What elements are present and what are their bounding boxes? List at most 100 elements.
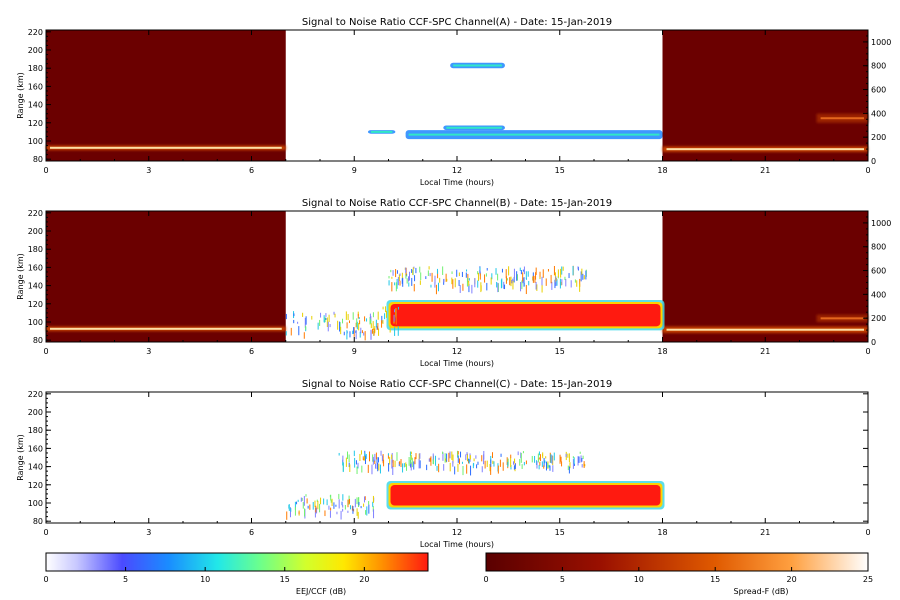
y-tick-label: 160 bbox=[28, 263, 43, 272]
spread-f-region bbox=[662, 30, 868, 161]
eej-scatter-mark bbox=[328, 505, 330, 510]
eej-scatter-mark bbox=[326, 499, 328, 506]
eej-scatter-mark bbox=[305, 325, 307, 330]
right-y-tick-label: 800 bbox=[871, 62, 886, 71]
eej-scatter-mark bbox=[398, 274, 400, 282]
eej-scatter-mark bbox=[449, 462, 451, 472]
eej-scatter-mark bbox=[500, 279, 502, 289]
eej-scatter-mark bbox=[523, 277, 525, 287]
eej-scatter-mark bbox=[357, 511, 359, 519]
x-tick-label: 15 bbox=[555, 166, 565, 175]
eej-scatter-mark bbox=[465, 272, 467, 278]
eej-scatter-mark bbox=[372, 456, 374, 465]
colorbar-tick-label: 25 bbox=[863, 575, 873, 584]
eej-scatter-mark bbox=[572, 265, 574, 276]
eej-scatter-mark bbox=[430, 456, 432, 466]
eej-scatter-mark bbox=[391, 453, 393, 463]
x-tick-label: 0 bbox=[865, 166, 870, 175]
eej-scatter-mark bbox=[501, 268, 503, 273]
eej-scatter-mark bbox=[410, 462, 412, 471]
right-y-tick-label: 400 bbox=[871, 290, 886, 299]
x-tick-label: 15 bbox=[555, 347, 565, 356]
eej-scatter-mark bbox=[396, 278, 398, 289]
eej-scatter-mark bbox=[468, 278, 470, 281]
eej-scatter-mark bbox=[364, 455, 366, 465]
right-y-tick-label: 800 bbox=[871, 243, 886, 252]
eej-scatter-mark bbox=[346, 330, 348, 340]
eej-scatter-mark bbox=[419, 460, 421, 469]
eej-scatter-mark bbox=[486, 282, 488, 291]
eej-scatter-mark bbox=[395, 315, 397, 325]
panel-c: Signal to Noise Ratio CCF-SPC Channel(C)… bbox=[16, 379, 871, 549]
eej-scatter-mark bbox=[553, 452, 555, 461]
panel-title: Signal to Noise Ratio CCF-SPC Channel(C)… bbox=[302, 379, 612, 390]
eej-scatter-mark bbox=[576, 280, 578, 287]
eej-scatter-mark bbox=[353, 450, 355, 457]
colorbar-tick-label: 0 bbox=[483, 575, 488, 584]
eej-scatter-mark bbox=[374, 453, 376, 462]
eej-scatter-mark bbox=[548, 464, 550, 468]
eej-scatter-mark bbox=[408, 271, 410, 281]
eej-scatter-mark bbox=[468, 283, 470, 293]
eej-scatter-mark bbox=[326, 317, 328, 328]
eej-scatter-mark bbox=[444, 453, 446, 463]
eej-scatter-mark bbox=[408, 457, 410, 466]
eej-scatter-mark bbox=[391, 276, 393, 279]
eej-scatter-mark bbox=[466, 269, 468, 272]
eej-scatter-mark bbox=[525, 271, 527, 279]
eej-scatter-mark bbox=[397, 276, 399, 286]
eej-scatter-mark bbox=[285, 313, 287, 320]
eej-scatter-mark bbox=[348, 454, 350, 463]
y-tick-label: 180 bbox=[28, 245, 43, 254]
colorbar-right-scale bbox=[485, 552, 869, 572]
eej-scatter-mark bbox=[361, 330, 363, 334]
eej-scatter-mark bbox=[564, 276, 566, 281]
eej-scatter-mark bbox=[399, 461, 401, 465]
eej-scatter-mark bbox=[351, 505, 353, 511]
eej-scatter-mark bbox=[490, 459, 492, 467]
right-y-tick-label: 1000 bbox=[871, 219, 891, 228]
eej-scatter-mark bbox=[376, 462, 378, 469]
eej-scatter-mark bbox=[475, 455, 477, 459]
y-tick-label: 200 bbox=[28, 46, 43, 55]
eej-scatter-mark bbox=[476, 464, 478, 469]
eej-scatter-mark bbox=[539, 457, 541, 460]
eej-scatter-mark bbox=[466, 277, 468, 287]
x-tick-label: 21 bbox=[760, 347, 770, 356]
x-tick-label: 3 bbox=[146, 528, 151, 537]
eej-scatter-mark bbox=[359, 453, 361, 461]
eej-scatter-mark bbox=[536, 461, 538, 469]
eej-scatter-mark bbox=[458, 458, 460, 465]
eej-scatter-mark bbox=[340, 326, 342, 335]
eej-scatter-mark bbox=[565, 278, 567, 287]
eej-scatter-mark bbox=[542, 454, 544, 457]
eej-scatter-mark bbox=[397, 326, 399, 336]
x-tick-label: 3 bbox=[146, 166, 151, 175]
eej-scatter-mark bbox=[560, 268, 562, 278]
eej-scatter-mark bbox=[492, 460, 494, 464]
spread-f-echo-core bbox=[820, 117, 864, 120]
eej-scatter-mark bbox=[553, 265, 555, 276]
panel-a: Signal to Noise Ratio CCF-SPC Channel(A)… bbox=[16, 17, 891, 187]
eej-scatter-mark bbox=[537, 453, 539, 463]
right-y-tick-label: 200 bbox=[871, 133, 886, 142]
eej-scatter-mark bbox=[349, 331, 351, 338]
eej-scatter-mark bbox=[382, 306, 384, 310]
eej-scatter-mark bbox=[460, 451, 462, 458]
eej-scatter-mark bbox=[340, 510, 342, 520]
eej-scatter-mark bbox=[520, 270, 522, 275]
colorbar-tick-label: 10 bbox=[634, 575, 644, 584]
eej-scatter-mark bbox=[414, 457, 416, 465]
eej-scatter-mark bbox=[520, 282, 522, 292]
x-tick-label: 12 bbox=[452, 166, 462, 175]
y-tick-label: 220 bbox=[28, 390, 43, 399]
eej-scatter-mark bbox=[364, 452, 366, 456]
eej-scatter-mark bbox=[396, 452, 398, 461]
eej-scatter-mark bbox=[363, 496, 365, 503]
eej-scatter-mark bbox=[507, 461, 509, 467]
eej-scatter-mark bbox=[574, 279, 576, 283]
eej-scatter-mark bbox=[304, 508, 306, 517]
eej-scatter-mark bbox=[301, 497, 303, 501]
eej-scatter-mark bbox=[393, 309, 395, 313]
